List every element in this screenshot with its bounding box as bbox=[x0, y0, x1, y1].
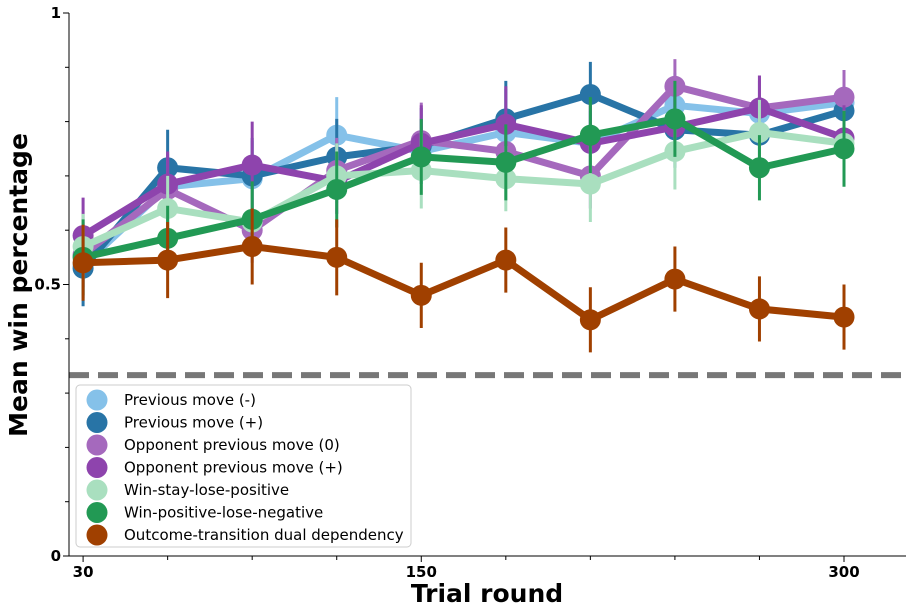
legend-label: Previous move (+) bbox=[124, 414, 263, 432]
series-line bbox=[82, 242, 845, 324]
data-point bbox=[579, 173, 601, 195]
data-point bbox=[748, 157, 770, 179]
legend-label: Win-stay-lose-positive bbox=[124, 481, 289, 499]
series-line bbox=[81, 104, 846, 239]
x-tick-label: 150 bbox=[406, 563, 437, 581]
legend-marker bbox=[86, 412, 108, 433]
data-point bbox=[495, 249, 517, 271]
data-point bbox=[72, 252, 94, 274]
data-point bbox=[664, 268, 686, 290]
legend-marker bbox=[86, 434, 108, 456]
legend-marker bbox=[86, 502, 108, 523]
data-point bbox=[748, 121, 770, 143]
series-line bbox=[80, 82, 845, 258]
data-point bbox=[833, 306, 855, 328]
y-tick-label: 1 bbox=[51, 4, 61, 22]
x-tick-label: 30 bbox=[73, 563, 94, 581]
legend-marker bbox=[86, 457, 108, 478]
y-tick-label: 0.5 bbox=[34, 276, 61, 294]
legend-marker bbox=[86, 479, 108, 501]
legend-box bbox=[75, 384, 412, 548]
legend-label: Win-positive-lose-negative bbox=[124, 504, 323, 522]
legend-label: Previous move (-) bbox=[124, 391, 256, 409]
legend: Previous move (-) Previous move (+) Oppone… bbox=[75, 384, 412, 548]
data-point bbox=[157, 249, 179, 271]
series-line bbox=[80, 99, 845, 269]
data-point bbox=[495, 151, 517, 173]
data-point bbox=[833, 86, 855, 108]
data-point bbox=[833, 138, 855, 160]
y-tick-label: 0 bbox=[51, 547, 61, 565]
data-point bbox=[241, 154, 263, 176]
x-tick-label: 300 bbox=[828, 563, 859, 581]
series-5 bbox=[72, 99, 855, 280]
data-point bbox=[241, 235, 263, 257]
legend-marker bbox=[86, 524, 108, 546]
series-line bbox=[82, 115, 845, 261]
data-point bbox=[579, 309, 601, 331]
series-layer bbox=[72, 59, 855, 353]
axes: 30 150 300 0 0.5 1 bbox=[34, 4, 906, 581]
legend-label: Opponent previous move (0) bbox=[124, 436, 340, 454]
data-point bbox=[326, 178, 348, 200]
legend-label: Opponent previous move (+) bbox=[124, 459, 343, 477]
data-point bbox=[748, 298, 770, 320]
x-axis-title: Trial round bbox=[411, 579, 563, 608]
data-point bbox=[326, 246, 348, 268]
data-point bbox=[410, 146, 432, 168]
data-point bbox=[579, 83, 601, 105]
legend-label: Outcome-transition dual dependency bbox=[124, 526, 404, 544]
legend-marker bbox=[86, 389, 108, 411]
data-point bbox=[410, 284, 432, 306]
data-point bbox=[664, 108, 686, 130]
data-point bbox=[579, 124, 601, 146]
series-7 bbox=[72, 208, 855, 353]
y-axis-title: Mean win percentage bbox=[4, 133, 33, 437]
